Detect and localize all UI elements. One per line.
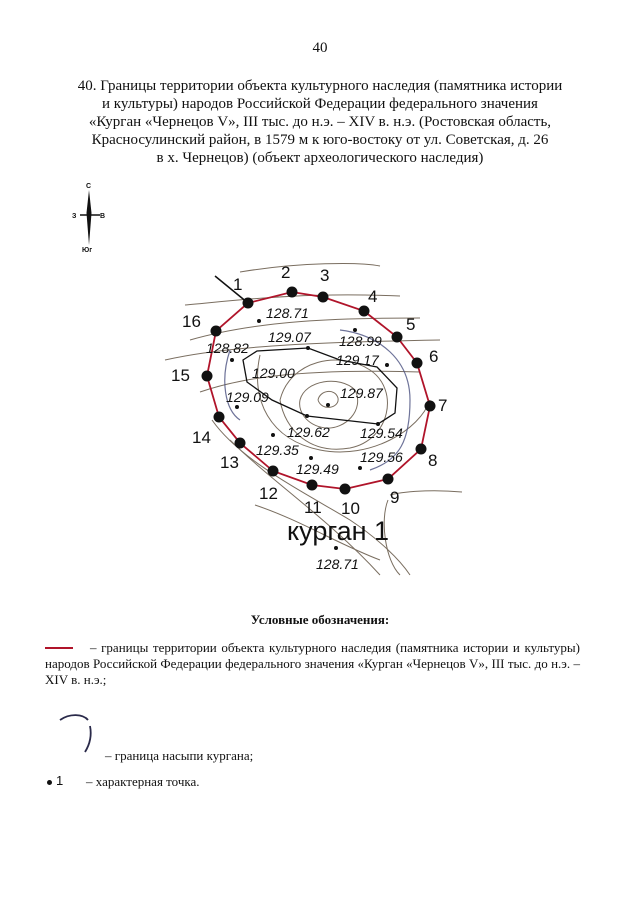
- red-line-swatch: [45, 647, 73, 649]
- elevation-label: 129.09: [226, 389, 269, 405]
- elevation-label: 128.71: [266, 305, 309, 321]
- title-line: Красносулинский район, в 1579 м к юго-во…: [91, 132, 549, 148]
- elevation-point: [230, 358, 234, 362]
- boundary-point: [267, 465, 279, 477]
- compass-south: Юг: [82, 247, 92, 254]
- elevation-point: [271, 433, 275, 437]
- elevation-label: 129.17: [336, 352, 380, 368]
- title-line: 40. Границы территории объекта культурно…: [77, 78, 563, 94]
- elevation-point: [306, 346, 310, 350]
- point-label: 10: [341, 499, 360, 518]
- elevation-point: [358, 466, 362, 470]
- boundary-point: [424, 400, 436, 412]
- boundary-point: [213, 411, 225, 423]
- elevation-point: [334, 546, 338, 550]
- boundary-point: [234, 437, 246, 449]
- mound-label: курган 1: [287, 516, 389, 546]
- elevation-point: [385, 363, 389, 367]
- compass-north: С: [86, 183, 91, 190]
- elevation-point: [309, 456, 313, 460]
- boundary-point: [415, 443, 427, 455]
- elevation-label: 128.82: [206, 340, 249, 356]
- elevation-point: [235, 405, 239, 409]
- point-label: 16: [182, 312, 201, 331]
- title-line: и культуры) народов Российской Федерации…: [102, 96, 538, 112]
- point-label: 14: [192, 428, 211, 447]
- boundary-point: [286, 286, 298, 298]
- compass-west: З: [72, 213, 77, 220]
- elevation-label: 129.00: [252, 365, 295, 381]
- elevation-point: [257, 319, 261, 323]
- survey-outline: [242, 347, 398, 425]
- mound-boundary: [224, 329, 411, 471]
- boundary-point: [339, 483, 351, 495]
- legend-point-number: 1: [56, 773, 64, 788]
- title-line: «Курган «Чернецов V», III тыс. до н.э. –…: [88, 114, 552, 130]
- legend-item-boundary: – границы территории объекта культурного…: [45, 640, 580, 687]
- compass-east: В: [100, 213, 105, 220]
- point-label: 3: [320, 266, 329, 285]
- elevation-point: [305, 414, 309, 418]
- elevation-label: 128.71: [316, 556, 359, 572]
- point-label: 1: [233, 275, 242, 294]
- boundary-point: [317, 291, 329, 303]
- point-label: 6: [429, 347, 438, 366]
- elevation-label: 129.35: [256, 442, 299, 458]
- elevation-label: 129.56: [360, 449, 403, 465]
- point-label: 4: [368, 287, 377, 306]
- elevation-label: 129.87: [340, 385, 384, 401]
- elevation-label: 129.07: [268, 329, 312, 345]
- boundary-point: [358, 305, 370, 317]
- mound-arc-icon: [59, 714, 92, 753]
- elevation-label: 128.99: [339, 333, 382, 349]
- boundary-point: [382, 473, 394, 485]
- legend-title: Условные обозначения:: [250, 612, 390, 627]
- point-label: 12: [259, 484, 278, 503]
- elevation-label: 129.54: [360, 425, 403, 441]
- boundary-point: [306, 479, 318, 491]
- point-label: 11: [304, 498, 322, 517]
- point-label: 13: [220, 453, 239, 472]
- boundary-point: [411, 357, 423, 369]
- title-line: в х. Чернецов) (объект археологического …: [156, 150, 484, 166]
- elevation-point: [376, 422, 380, 426]
- legend-item-mound: – граница насыпи кургана;: [105, 748, 254, 763]
- compass-rose-icon: С З В Юг: [72, 183, 105, 254]
- boundary-point: [242, 297, 254, 309]
- point-label: 8: [428, 451, 437, 470]
- point-icon: [47, 780, 52, 785]
- elevation-point: [326, 403, 330, 407]
- contour-lines: [164, 263, 463, 576]
- page-title: 40. Границы территории объекта культурно…: [60, 77, 580, 167]
- point-label: 5: [406, 315, 415, 334]
- boundary-point: [201, 370, 213, 382]
- point-label: 2: [281, 263, 290, 282]
- boundary-point: [210, 325, 222, 337]
- point-label: 15: [171, 366, 190, 385]
- point-label: 7: [438, 396, 447, 415]
- elevation-label: 129.49: [296, 461, 339, 477]
- pointer-line: [214, 275, 249, 304]
- boundary-point: [391, 331, 403, 343]
- elevation-point: [353, 328, 357, 332]
- point-label: 9: [390, 488, 399, 507]
- page-number: 40: [312, 40, 328, 56]
- elevation-label: 129.62: [287, 424, 330, 440]
- legend-item-point: – характерная точка.: [86, 774, 200, 789]
